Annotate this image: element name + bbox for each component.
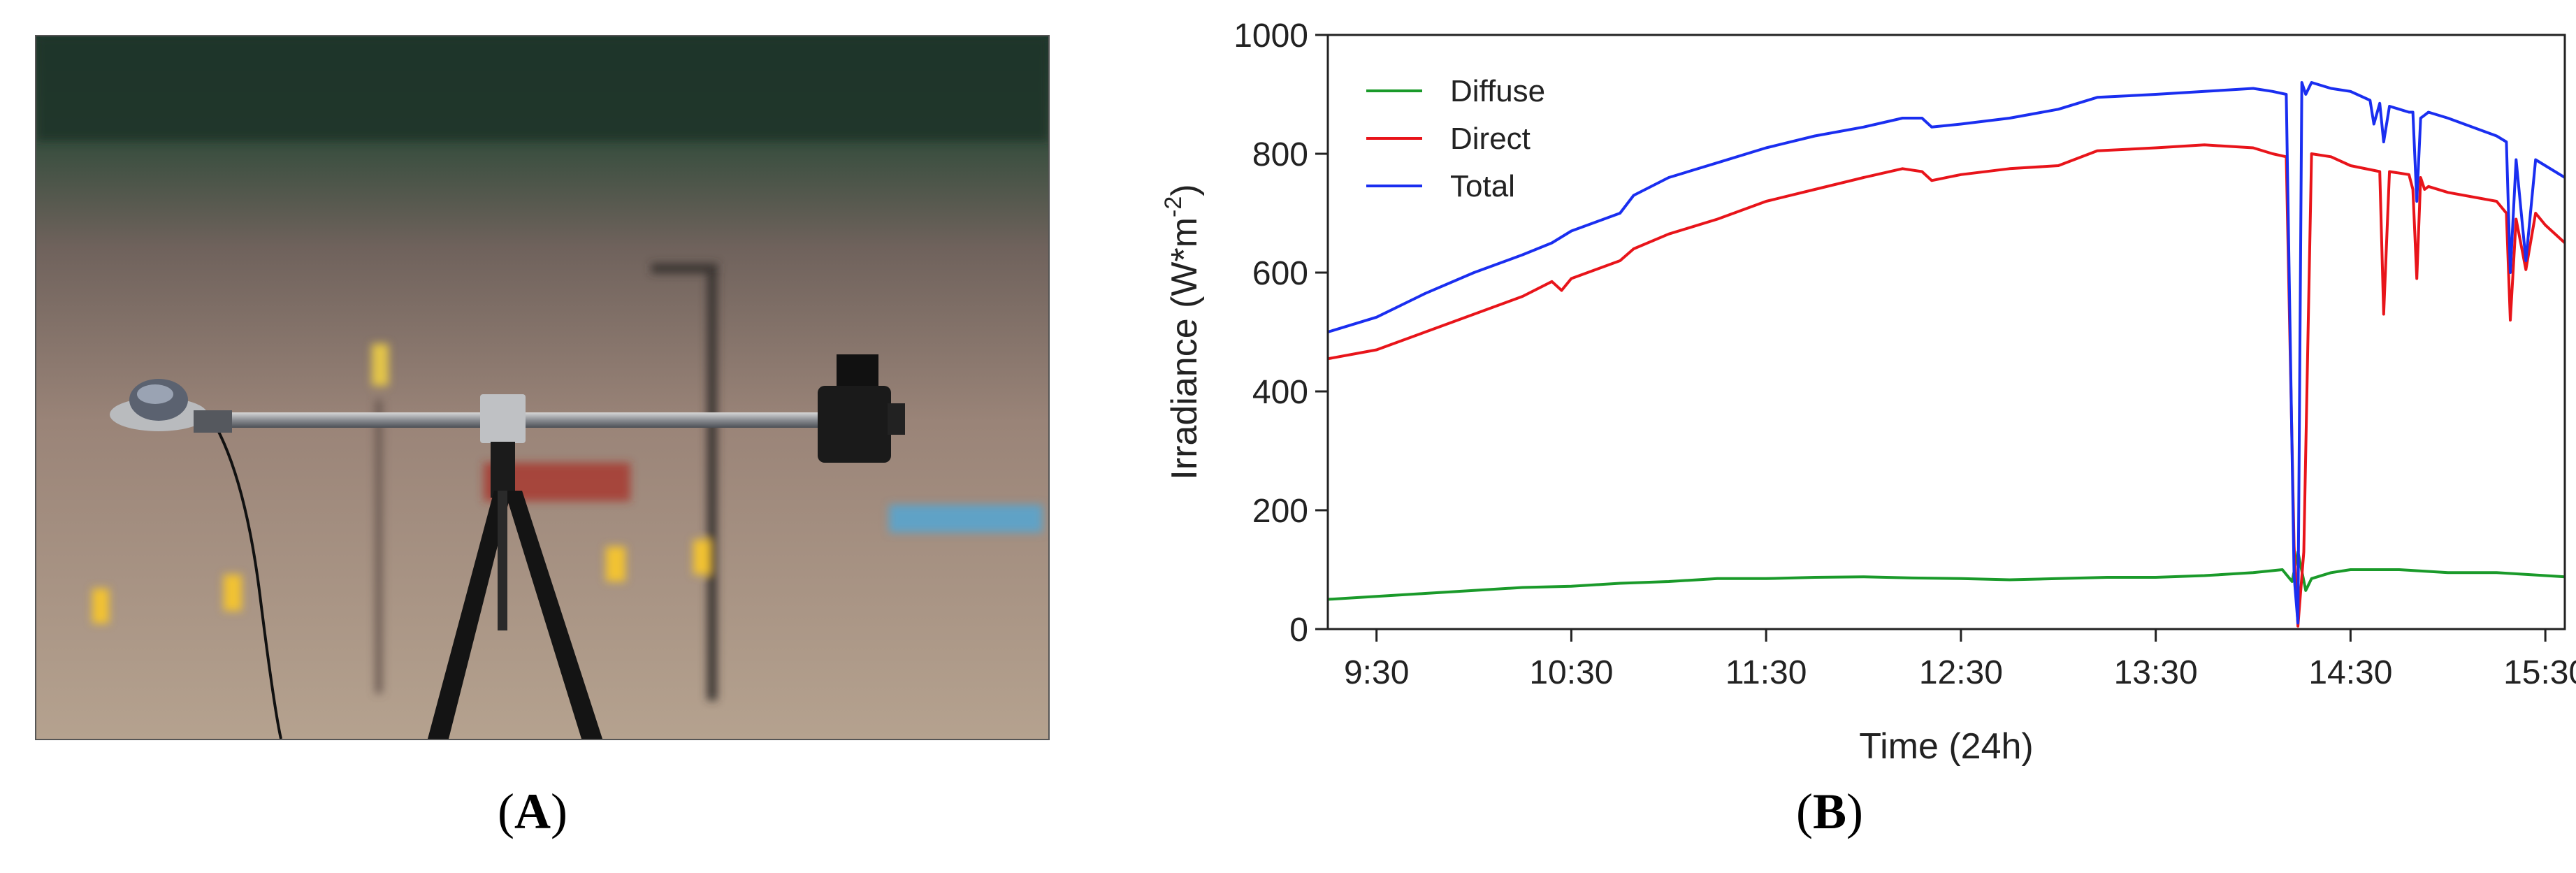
x-tick-label: 11:30 bbox=[1725, 654, 1807, 691]
series-layer bbox=[1327, 81, 2566, 628]
instrument-rig bbox=[110, 354, 905, 739]
y-axis: 0 200 400 600 800 1000 bbox=[1233, 17, 1328, 649]
x-tick-label: 14:30 bbox=[2308, 654, 2392, 691]
x-axis-label: Time (24h) bbox=[1859, 726, 2033, 767]
x-tick-label: 12:30 bbox=[1919, 654, 2003, 691]
y-axis-label: Irradiance (W*m-2) bbox=[1160, 184, 1205, 479]
x-tick-label: 13:30 bbox=[2114, 654, 2198, 691]
y-tick-label: 400 bbox=[1252, 374, 1308, 411]
series-line-direct bbox=[1327, 143, 2566, 628]
y-tick-label: 0 bbox=[1289, 612, 1308, 649]
irradiance-chart: 0 200 400 600 800 1000 9:30 10:30 11:30 12:30 13:… bbox=[1160, 17, 2576, 767]
x-axis: 9:30 10:30 11:30 12:30 13:30 14:30 15:30 bbox=[1344, 629, 2576, 691]
y-tick-label: 200 bbox=[1252, 493, 1308, 530]
x-tick-label: 9:30 bbox=[1344, 654, 1409, 691]
legend: Diffuse Direct Total bbox=[1366, 74, 1545, 203]
background-blur bbox=[36, 36, 1048, 739]
field-photo-illustration bbox=[36, 36, 1048, 739]
legend-label-total: Total bbox=[1450, 169, 1515, 203]
y-tick-label: 600 bbox=[1252, 255, 1308, 292]
y-tick-label: 1000 bbox=[1233, 17, 1308, 55]
field-photo bbox=[35, 35, 1050, 740]
legend-label-direct: Direct bbox=[1450, 122, 1531, 156]
series-line-diffuse bbox=[1327, 550, 2566, 601]
x-tick-label: 15:30 bbox=[2503, 654, 2576, 691]
plot-frame bbox=[1326, 34, 2566, 630]
panel-label-b: (B) bbox=[1796, 784, 1863, 839]
panel-label-a: (A) bbox=[498, 784, 567, 839]
y-tick-label: 800 bbox=[1252, 136, 1308, 173]
series-line-total bbox=[1327, 81, 2566, 625]
legend-label-diffuse: Diffuse bbox=[1450, 74, 1545, 108]
x-tick-label: 10:30 bbox=[1529, 654, 1613, 691]
background-details bbox=[36, 36, 1048, 700]
